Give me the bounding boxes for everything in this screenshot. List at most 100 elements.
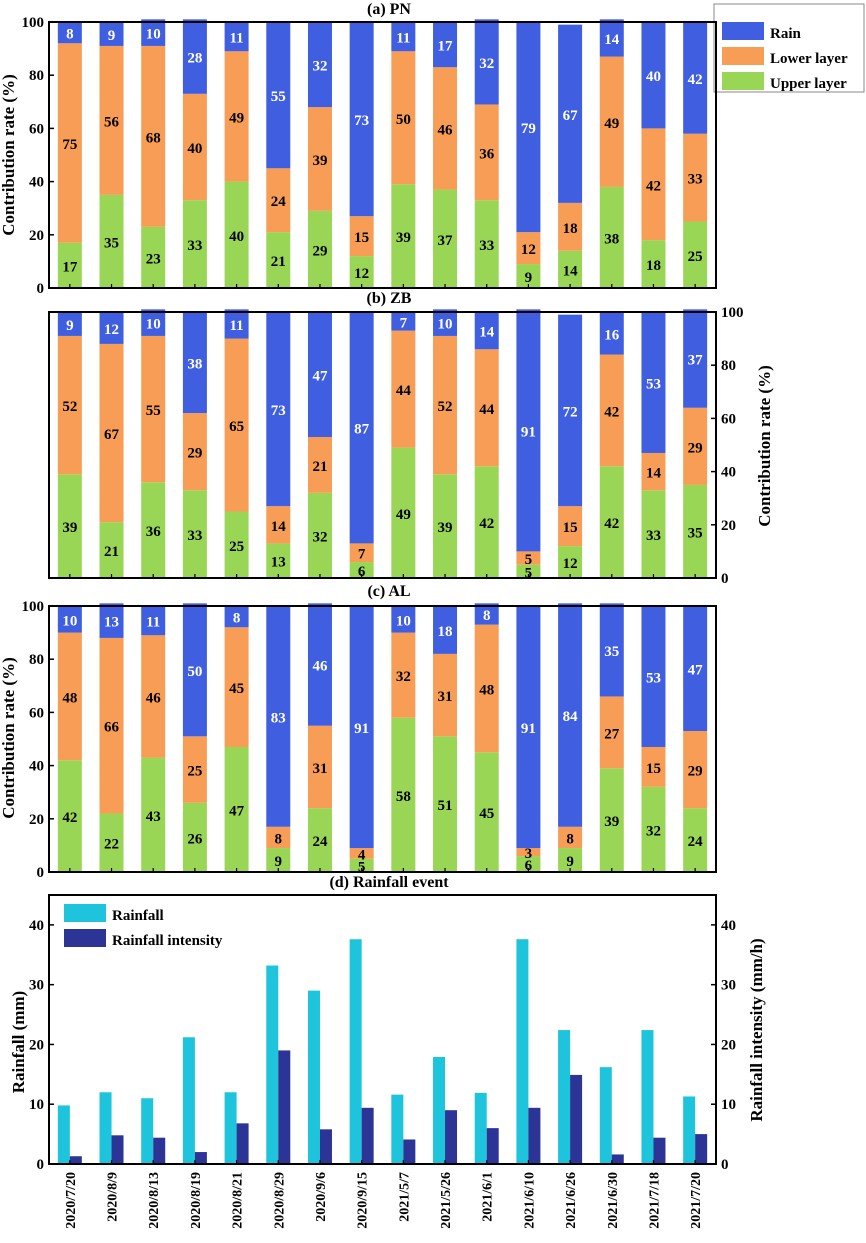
al-bar-rain-6 — [307, 603, 332, 726]
zb-bar-lower-2 — [141, 335, 166, 483]
al-bar-upper-9 — [433, 736, 458, 872]
pn-bar-upper-12 — [558, 250, 583, 288]
pn-bar-lower-5 — [266, 168, 291, 233]
zb-bar-lower-5 — [266, 506, 291, 544]
zb-bar-upper-5 — [266, 543, 291, 578]
al-value-label-rain-1: 13 — [104, 615, 119, 631]
pn-value-label-lower-14: 42 — [646, 178, 661, 194]
zb-value-label-upper-5: 13 — [271, 555, 286, 571]
x-date-label-9: 2021/5/26 — [439, 1172, 454, 1229]
pn-value-label-rain-15: 42 — [688, 72, 703, 88]
al-bar-rain-5 — [266, 606, 291, 827]
al-value-label-lower-6: 31 — [312, 761, 327, 777]
al-bar-lower-7 — [349, 848, 374, 859]
al-value-label-lower-4: 45 — [229, 681, 244, 697]
zb-value-label-upper-14: 33 — [646, 528, 661, 544]
pn-value-label-upper-12: 14 — [563, 263, 579, 279]
plot-pn: 17 75 8 35 56 9 23 68 10 33 40 28 40 49 11 21 24 55 29 39 32… — [22, 15, 717, 297]
zb-axes-frame — [48, 311, 717, 579]
zb-bar-rain-14 — [641, 312, 666, 453]
zb-bar-lower-0 — [57, 335, 82, 475]
intensity-bar-2 — [153, 1137, 166, 1164]
zb-bar-upper-9 — [433, 474, 458, 578]
pn-value-label-upper-4: 40 — [229, 229, 244, 245]
al-value-label-rain-8: 10 — [396, 613, 411, 629]
pn-bar-rain-13 — [599, 19, 624, 57]
zb-value-label-lower-11: 5 — [525, 552, 533, 568]
pn-bar-lower-14 — [641, 128, 666, 241]
zb-bar-rain-12 — [558, 314, 583, 507]
pn-value-label-upper-2: 23 — [146, 251, 161, 267]
rainfall-bar-3 — [182, 1037, 195, 1164]
zb-bar-upper-12 — [558, 546, 583, 578]
zb-value-label-upper-11: 5 — [525, 565, 533, 581]
al-bar-lower-2 — [141, 635, 166, 758]
x-date-label-13: 2021/6/30 — [606, 1172, 621, 1229]
rainfall-bar-2 — [141, 1098, 154, 1164]
zb-value-label-lower-2: 55 — [146, 403, 161, 419]
intensity-bar-1 — [111, 1135, 124, 1164]
rainfall-ytick-left-label-3: 30 — [29, 978, 44, 994]
al-value-label-rain-14: 53 — [646, 670, 661, 686]
pn-bar-lower-3 — [182, 93, 207, 201]
intensity-bar-15 — [695, 1134, 708, 1164]
zb-value-label-rain-0: 9 — [66, 318, 74, 334]
zb-bar-rain-15 — [683, 309, 708, 408]
al-value-label-rain-3: 50 — [187, 664, 202, 680]
rainfall-bar-4 — [224, 1092, 237, 1164]
pn-value-label-upper-0: 17 — [62, 259, 78, 275]
zb-bar-rain-10 — [474, 312, 499, 350]
rainfall-ytick-right-label-1: 10 — [721, 1097, 736, 1113]
zb-bar-upper-13 — [599, 466, 624, 578]
pn-value-label-lower-11: 12 — [521, 242, 536, 258]
al-value-label-lower-7: 4 — [358, 847, 366, 863]
x-date-label-2: 2020/8/13 — [147, 1172, 162, 1229]
al-value-label-upper-10: 45 — [479, 806, 494, 822]
zb-value-label-upper-2: 36 — [146, 524, 162, 540]
pn-bar-upper-5 — [266, 232, 291, 288]
ylabel-zb: Contribution rate (%) — [755, 365, 774, 526]
zb-value-label-rain-13: 16 — [604, 327, 620, 343]
al-value-label-rain-15: 47 — [688, 663, 704, 679]
al-bar-lower-0 — [57, 632, 82, 761]
zb-bar-upper-10 — [474, 466, 499, 578]
pn-bar-lower-9 — [433, 67, 458, 190]
al-bar-upper-0 — [57, 760, 82, 872]
al-bar-upper-4 — [224, 746, 249, 872]
al-bar-upper-12 — [558, 848, 583, 872]
zb-bar-upper-1 — [99, 522, 124, 578]
x-date-label-11: 2021/6/10 — [522, 1172, 537, 1229]
al-value-label-rain-9: 18 — [438, 624, 453, 640]
al-value-label-lower-12: 8 — [566, 831, 574, 847]
zb-bar-lower-11 — [516, 551, 541, 565]
pn-bar-rain-1 — [99, 22, 124, 46]
zb-value-label-rain-1: 12 — [104, 322, 119, 338]
pn-value-label-lower-1: 56 — [104, 114, 120, 130]
al-bar-lower-12 — [558, 826, 583, 849]
pn-bar-lower-12 — [558, 202, 583, 251]
zb-bar-lower-14 — [641, 452, 666, 491]
ylabel-rainfall: Rainfall (mm) — [9, 991, 28, 1093]
pn-bar-upper-8 — [391, 184, 416, 288]
al-ytick-label-3: 60 — [29, 705, 44, 721]
pn-bar-lower-0 — [57, 43, 82, 243]
legend-swatch-intensity — [64, 929, 106, 947]
pn-value-label-upper-14: 18 — [646, 258, 661, 274]
pn-value-label-upper-3: 33 — [187, 238, 202, 254]
pn-bar-rain-4 — [224, 22, 249, 52]
al-bar-lower-9 — [433, 653, 458, 737]
zb-value-label-upper-15: 35 — [688, 525, 703, 541]
pn-bar-rain-7 — [349, 22, 374, 217]
al-bar-upper-15 — [683, 808, 708, 872]
al-ytick-label-0: 0 — [37, 865, 45, 881]
intensity-bar-13 — [611, 1154, 624, 1164]
zb-value-label-lower-0: 52 — [62, 399, 77, 415]
zb-ytick-label-5: 100 — [721, 305, 744, 321]
rainfall-bar-13 — [599, 1067, 612, 1164]
rainfall-axes-frame — [48, 894, 717, 1165]
al-bar-lower-10 — [474, 624, 499, 753]
pn-value-label-rain-0: 8 — [66, 27, 74, 43]
pn-value-label-upper-7: 12 — [354, 266, 369, 282]
intensity-bar-14 — [653, 1137, 666, 1164]
